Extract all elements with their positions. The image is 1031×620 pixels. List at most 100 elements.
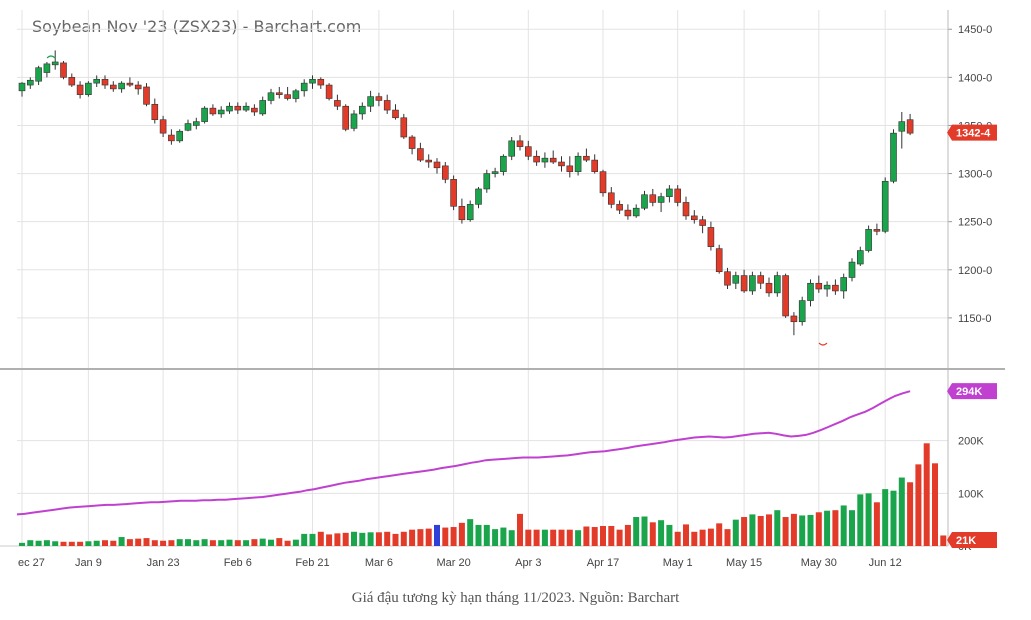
x-tick-label: Apr 3 bbox=[515, 557, 541, 569]
volume-bar bbox=[110, 540, 117, 546]
volume-bar bbox=[317, 531, 324, 546]
candle-body bbox=[259, 100, 267, 115]
candle-body bbox=[674, 188, 682, 203]
candle-body bbox=[832, 284, 839, 292]
volume-bar bbox=[541, 529, 548, 546]
volume-bar bbox=[533, 529, 540, 546]
price-tick-label: 1300-0 bbox=[958, 169, 992, 181]
candle-body bbox=[417, 148, 424, 161]
volume-bar bbox=[400, 531, 407, 546]
price-tick-label: 1150-0 bbox=[958, 313, 991, 325]
volume-bar bbox=[85, 541, 92, 546]
chart-title: Soybean Nov '23 (ZSX23) - Barchart.com bbox=[32, 17, 361, 36]
volume-bar bbox=[849, 510, 855, 546]
candle-body bbox=[856, 250, 864, 265]
volume-bar bbox=[600, 525, 606, 546]
candle-body bbox=[367, 96, 374, 107]
candle-body bbox=[118, 82, 125, 90]
volume-bar bbox=[591, 527, 598, 546]
volume-bar bbox=[517, 513, 523, 546]
volume-bar bbox=[915, 464, 922, 546]
volume-bar bbox=[309, 533, 316, 546]
price-tick-label: 1450-0 bbox=[958, 24, 992, 36]
x-tick-label: May 30 bbox=[801, 557, 837, 569]
volume-bar bbox=[508, 530, 515, 546]
candle-body bbox=[707, 227, 715, 247]
volume-bar bbox=[209, 540, 216, 546]
volume-bar bbox=[276, 538, 283, 546]
volume-bar bbox=[467, 519, 474, 546]
volume-bar bbox=[525, 529, 532, 546]
volume-bar bbox=[359, 532, 366, 546]
volume-bar bbox=[234, 540, 241, 546]
x-tick-label: Mar 6 bbox=[365, 557, 393, 569]
candle-body bbox=[566, 165, 574, 172]
candle-body bbox=[151, 103, 159, 120]
price-tick-label: 1200-0 bbox=[958, 265, 992, 277]
volume-bar bbox=[185, 539, 191, 546]
candle-body bbox=[251, 107, 258, 113]
candle-body bbox=[93, 78, 100, 84]
volume-bar bbox=[550, 529, 557, 546]
volume-bar bbox=[35, 540, 42, 546]
candle-body bbox=[516, 140, 524, 147]
candle-body bbox=[284, 94, 291, 99]
candle-body bbox=[616, 204, 623, 211]
volume-bar bbox=[201, 539, 208, 546]
price-tick-label: 1400-0 bbox=[958, 72, 992, 84]
candle-body bbox=[383, 100, 391, 111]
volume-bar bbox=[326, 534, 333, 546]
volume-tick-label: 100K bbox=[958, 488, 984, 500]
candle-body bbox=[649, 194, 657, 203]
volume-bar bbox=[757, 515, 764, 546]
volume-bar bbox=[500, 527, 507, 546]
volume-bar bbox=[799, 515, 806, 546]
volume-bar bbox=[251, 539, 258, 546]
volume-bar bbox=[160, 540, 167, 546]
volume-bar bbox=[766, 514, 772, 546]
candle-body bbox=[483, 173, 491, 190]
candle-body bbox=[68, 77, 76, 86]
volume-bar bbox=[118, 537, 125, 546]
volume-bar bbox=[243, 540, 250, 546]
candle-body bbox=[765, 282, 773, 294]
candle-body bbox=[599, 171, 607, 194]
candle-body bbox=[242, 105, 250, 111]
candle-body bbox=[350, 113, 358, 129]
volume-bar bbox=[832, 510, 839, 546]
last-volume-badge-background bbox=[947, 531, 997, 548]
volume-bar bbox=[699, 529, 706, 546]
volume-bar bbox=[334, 533, 341, 546]
volume-bar bbox=[292, 539, 299, 546]
volume-bar bbox=[27, 540, 34, 546]
volume-bar bbox=[575, 530, 582, 546]
volume-bar bbox=[616, 529, 623, 546]
candle-body bbox=[234, 105, 242, 111]
volume-bar bbox=[193, 540, 200, 546]
candle-body bbox=[342, 105, 350, 130]
volume-bar bbox=[873, 502, 880, 546]
candle-body bbox=[757, 275, 765, 284]
volume-bar bbox=[351, 531, 357, 546]
volume-bar bbox=[691, 531, 698, 546]
candle-body bbox=[840, 277, 848, 292]
candle-body bbox=[60, 62, 67, 78]
volume-bar bbox=[425, 528, 432, 546]
candle-body bbox=[541, 157, 549, 163]
volume-bar bbox=[475, 524, 482, 546]
volume-bar bbox=[60, 541, 67, 546]
volume-bar bbox=[168, 540, 175, 546]
volume-bar bbox=[666, 524, 673, 546]
volume-bar bbox=[93, 540, 100, 546]
x-tick-label: Apr 17 bbox=[587, 557, 619, 569]
candle-body bbox=[798, 300, 806, 323]
x-tick-label: ec 27 bbox=[18, 557, 45, 569]
candle-body bbox=[773, 275, 781, 294]
volume-bar bbox=[384, 531, 391, 546]
candle-body bbox=[641, 194, 648, 209]
volume-bar bbox=[226, 539, 233, 546]
x-tick-label: Jan 23 bbox=[147, 557, 180, 569]
candle-body bbox=[267, 92, 275, 101]
candle-body bbox=[715, 248, 723, 273]
candle-body bbox=[624, 209, 632, 217]
